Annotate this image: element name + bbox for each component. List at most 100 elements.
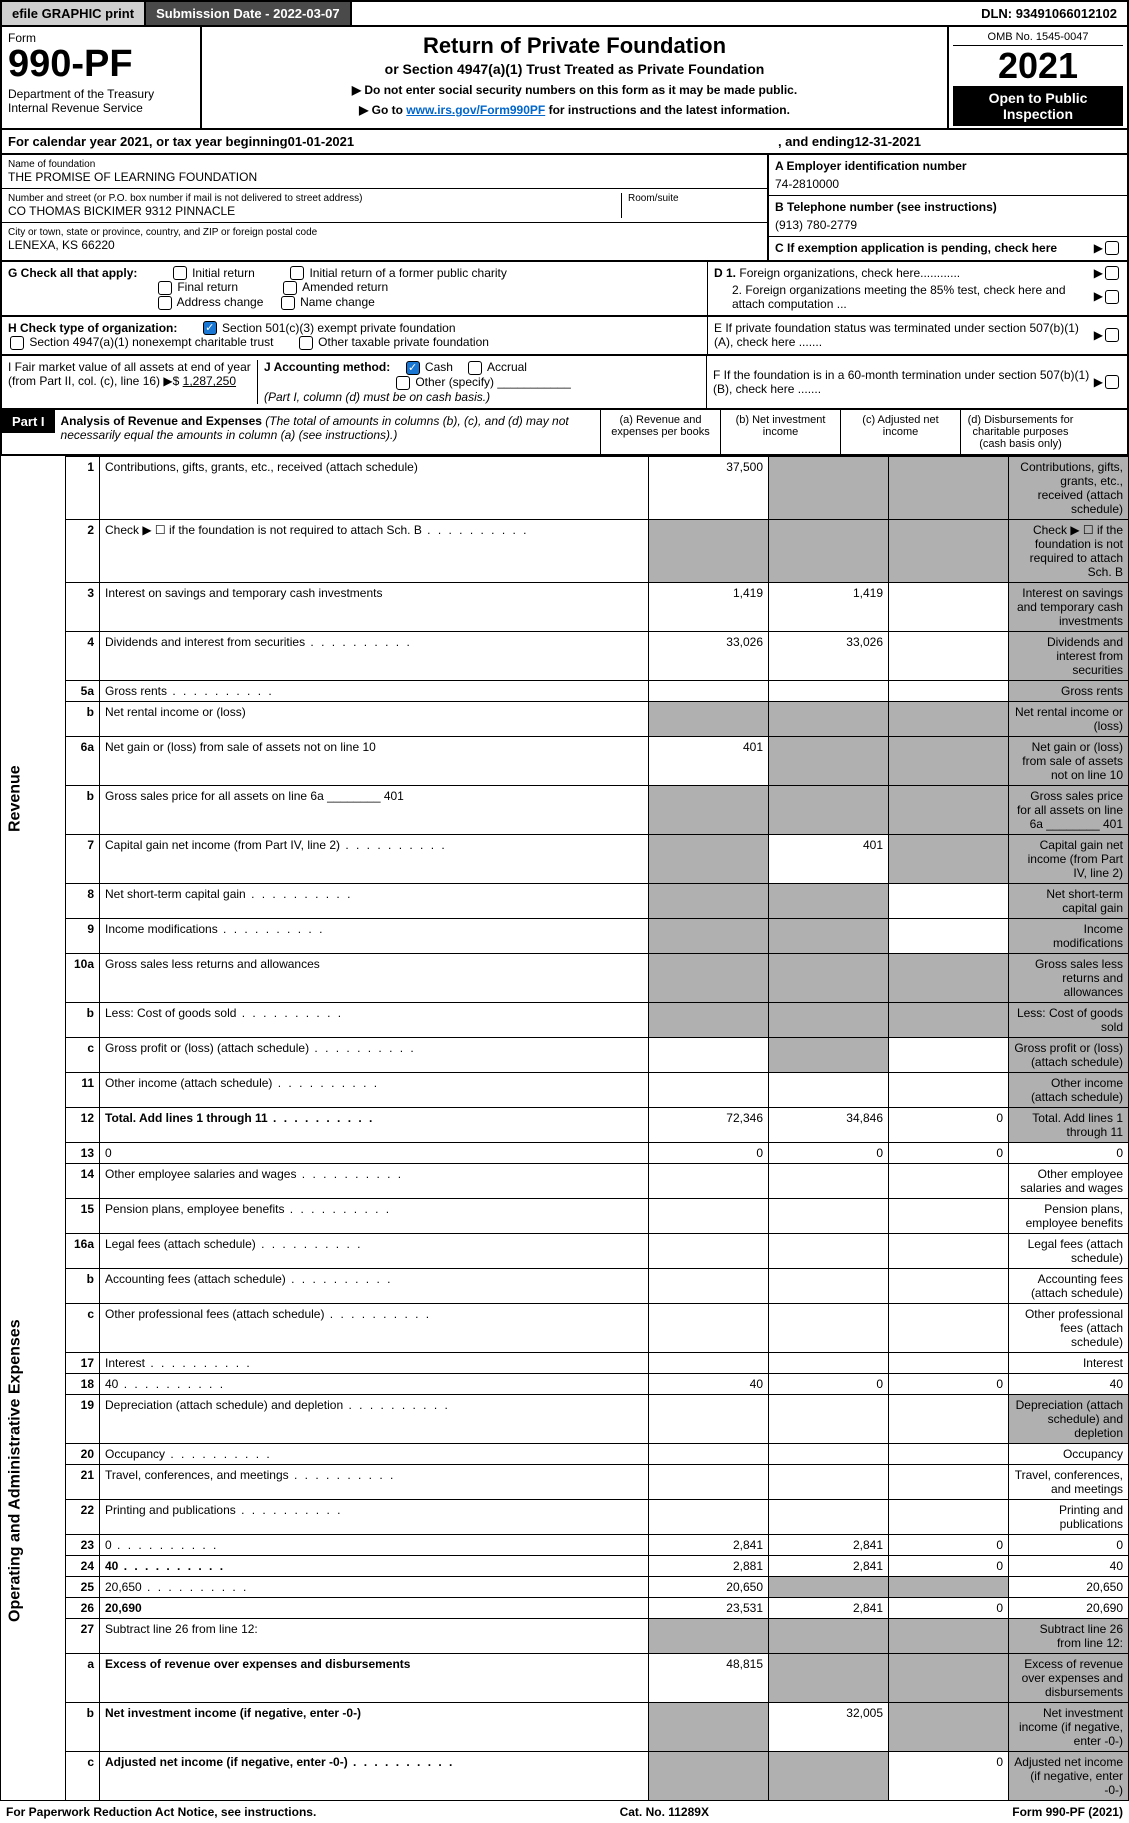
table-cell	[649, 1303, 769, 1352]
table-cell	[889, 519, 1009, 582]
j-check-other[interactable]	[396, 376, 410, 390]
table-cell	[889, 1233, 1009, 1268]
table-cell: Capital gain net income (from Part IV, l…	[1009, 834, 1129, 883]
table-cell	[649, 1268, 769, 1303]
instr-pre: ▶ Go to	[359, 103, 406, 117]
table-cell: 0	[889, 1597, 1009, 1618]
table-cell: Net rental income or (loss)	[1009, 701, 1129, 736]
table-cell	[889, 918, 1009, 953]
line-desc: Net gain or (loss) from sale of assets n…	[100, 736, 649, 785]
table-cell	[769, 680, 889, 701]
h-check-other[interactable]	[299, 336, 313, 350]
table-cell	[889, 1443, 1009, 1464]
g-check-address[interactable]	[158, 296, 172, 310]
table-cell: Less: Cost of goods sold	[1009, 1002, 1129, 1037]
g-opt-address: Address change	[177, 295, 264, 309]
table-cell: Dividends and interest from securities	[1009, 631, 1129, 680]
j-check-cash[interactable]	[406, 361, 420, 375]
phone-cell: B Telephone number (see instructions) (9…	[769, 196, 1127, 237]
line-number: 24	[66, 1555, 100, 1576]
d1-checkbox[interactable]	[1105, 266, 1119, 280]
h-check-501c3[interactable]	[203, 321, 217, 335]
dln: DLN: 93491066012102	[971, 2, 1127, 25]
line-number: b	[66, 1002, 100, 1037]
table-row: 21Travel, conferences, and meetingsTrave…	[1, 1464, 1129, 1499]
table-row: cOther professional fees (attach schedul…	[1, 1303, 1129, 1352]
phone-label: B Telephone number (see instructions)	[775, 200, 1121, 214]
g-opt-amended: Amended return	[302, 280, 388, 294]
table-row: 19Depreciation (attach schedule) and dep…	[1, 1394, 1129, 1443]
line-desc: Contributions, gifts, grants, etc., rece…	[100, 456, 649, 519]
table-cell	[649, 1163, 769, 1198]
submission-date-label: Submission Date -	[156, 6, 273, 21]
table-cell: 401	[769, 834, 889, 883]
table-cell	[769, 883, 889, 918]
table-row: 1840400040	[1, 1373, 1129, 1394]
f-checkbox[interactable]	[1105, 375, 1119, 389]
e-checkbox[interactable]	[1105, 328, 1119, 342]
cal-begin: 01-01-2021	[288, 134, 355, 149]
line-number: 13	[66, 1142, 100, 1163]
line-number: b	[66, 1268, 100, 1303]
g-check-initial-public[interactable]	[290, 266, 304, 280]
table-cell: Contributions, gifts, grants, etc., rece…	[1009, 456, 1129, 519]
table-cell: 0	[889, 1555, 1009, 1576]
line-desc: Net short-term capital gain	[100, 883, 649, 918]
h-check-4947[interactable]	[10, 336, 24, 350]
d2-checkbox[interactable]	[1105, 290, 1119, 304]
table-row: 17InterestInterest	[1, 1352, 1129, 1373]
table-cell	[889, 1072, 1009, 1107]
line-number: b	[66, 1702, 100, 1751]
table-cell	[889, 1464, 1009, 1499]
table-cell: Gross sales price for all assets on line…	[1009, 785, 1129, 834]
table-cell	[769, 1499, 889, 1534]
table-cell: Other employee salaries and wages	[1009, 1163, 1129, 1198]
table-cell: Gross profit or (loss) (attach schedule)	[1009, 1037, 1129, 1072]
line-desc: Net rental income or (loss)	[100, 701, 649, 736]
line-number: b	[66, 785, 100, 834]
d-block: D 1. D 1. Foreign organizations, check h…	[707, 262, 1127, 315]
c-label: C If exemption application is pending, c…	[775, 241, 1094, 255]
g-check-final[interactable]	[158, 281, 172, 295]
e-label: E If private foundation status was termi…	[714, 321, 1094, 349]
table-cell: 0	[889, 1107, 1009, 1142]
table-cell: Net gain or (loss) from sale of assets n…	[1009, 736, 1129, 785]
line-desc: Other income (attach schedule)	[100, 1072, 649, 1107]
col-b-header: (b) Net investment income	[720, 410, 840, 454]
line-desc: Total. Add lines 1 through 11	[100, 1107, 649, 1142]
table-cell: Adjusted net income (if negative, enter …	[1009, 1751, 1129, 1800]
g-check-initial[interactable]	[173, 266, 187, 280]
table-row: 2520,65020,65020,650	[1, 1576, 1129, 1597]
line-desc: Excess of revenue over expenses and disb…	[100, 1653, 649, 1702]
table-cell: Net investment income (if negative, ente…	[1009, 1702, 1129, 1751]
table-row: 7Capital gain net income (from Part IV, …	[1, 834, 1129, 883]
c-checkbox[interactable]	[1105, 241, 1119, 255]
line-number: 1	[66, 456, 100, 519]
g-check-name[interactable]	[281, 296, 295, 310]
table-cell	[649, 1443, 769, 1464]
line-number: b	[66, 701, 100, 736]
table-cell	[649, 1037, 769, 1072]
part1-table: Revenue1Contributions, gifts, grants, et…	[0, 456, 1129, 1801]
table-cell: 0	[769, 1373, 889, 1394]
table-cell: 2,841	[769, 1555, 889, 1576]
table-cell: 0	[769, 1142, 889, 1163]
efile-print[interactable]: efile GRAPHIC print	[2, 2, 146, 25]
table-row: 27Subtract line 26 from line 12:Subtract…	[1, 1618, 1129, 1653]
table-cell: 20,650	[649, 1576, 769, 1597]
g-check-amended[interactable]	[283, 281, 297, 295]
j-check-accrual[interactable]	[468, 361, 482, 375]
table-cell: 32,005	[769, 1702, 889, 1751]
h-label: H Check type of organization:	[8, 321, 177, 335]
footer-cat: Cat. No. 11289X	[620, 1805, 709, 1819]
line-number: 10a	[66, 953, 100, 1002]
form-title: Return of Private Foundation	[212, 33, 937, 59]
table-cell	[889, 736, 1009, 785]
irs-link[interactable]: www.irs.gov/Form990PF	[406, 103, 545, 117]
submission-date-value: 2022-03-07	[273, 6, 340, 21]
table-row: cGross profit or (loss) (attach schedule…	[1, 1037, 1129, 1072]
line-desc: Adjusted net income (if negative, enter …	[100, 1751, 649, 1800]
line-desc: Occupancy	[100, 1443, 649, 1464]
line-number: 12	[66, 1107, 100, 1142]
table-cell	[769, 785, 889, 834]
